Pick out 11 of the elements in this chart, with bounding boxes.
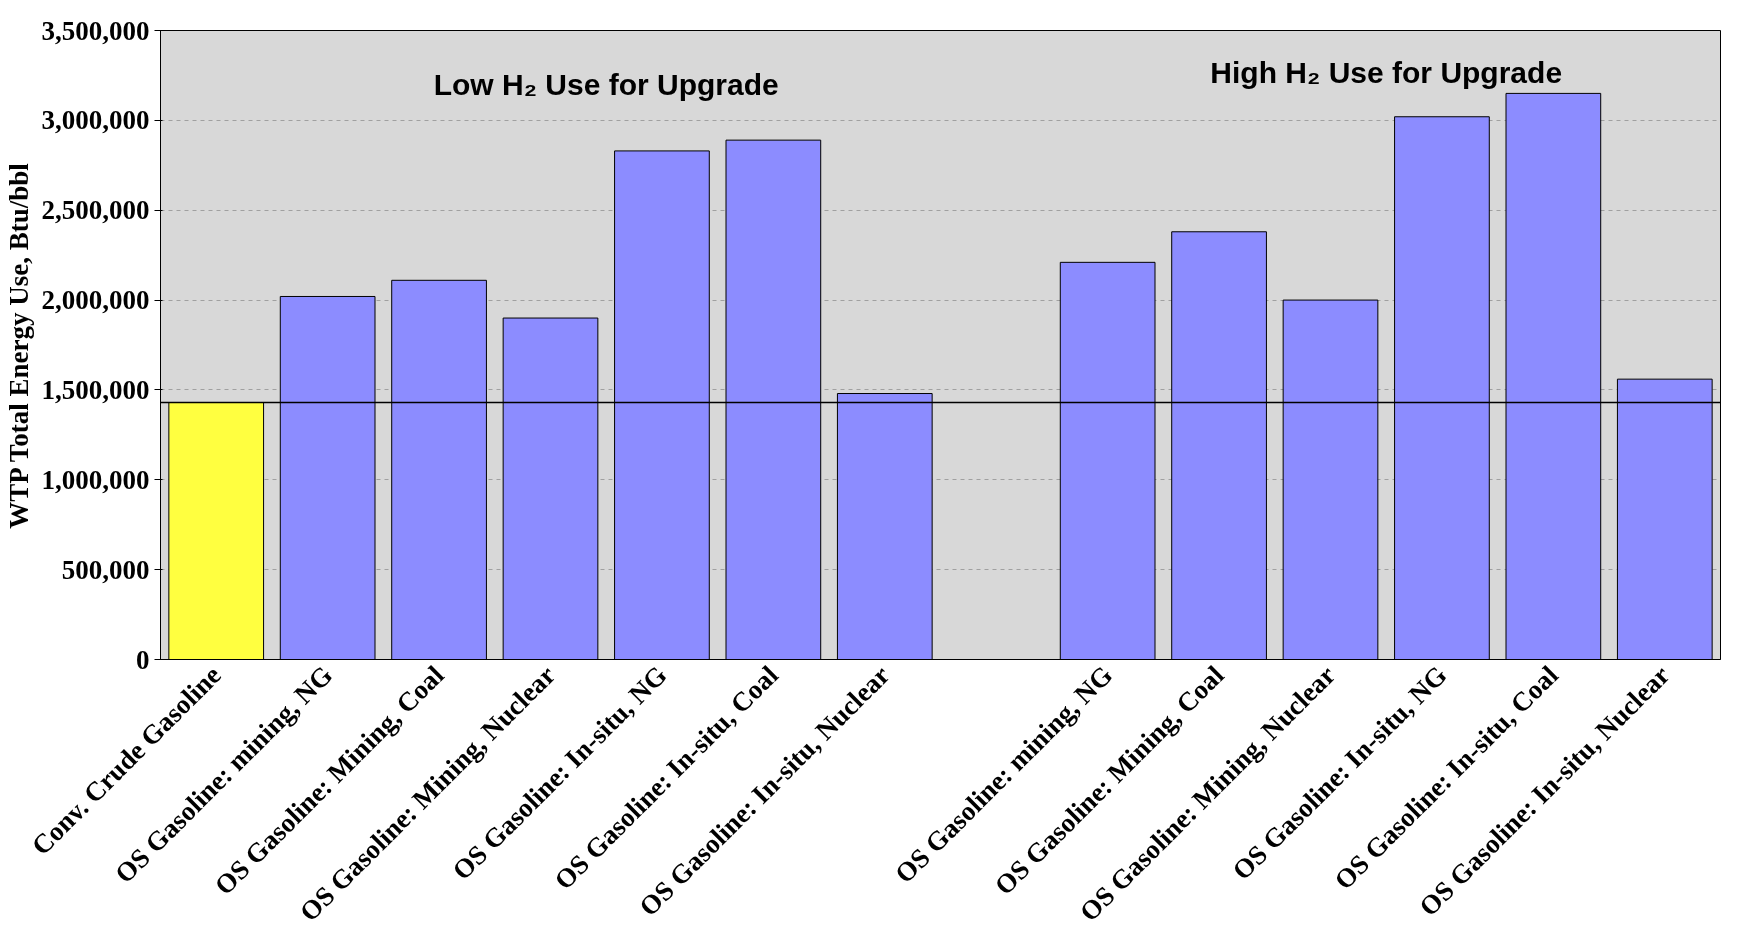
y-tick-label: 0 (136, 644, 150, 675)
y-tick-label: 1,500,000 (41, 374, 150, 405)
y-tick-label: 1,000,000 (41, 464, 150, 495)
y-tick-label: 3,500,000 (41, 15, 150, 46)
y-axis-title: WTP Total Energy Use, Btu/bbl (3, 162, 34, 529)
y-tick-label: 500,000 (61, 554, 150, 585)
y-tick-label: 3,000,000 (41, 105, 150, 136)
y-tick-label: 2,000,000 (41, 285, 150, 316)
annotation: High H₂ Use for Upgrade (1210, 55, 1563, 89)
annotation: Low H₂ Use for Upgrade (433, 67, 779, 101)
y-tick-label: 2,500,000 (41, 195, 150, 226)
